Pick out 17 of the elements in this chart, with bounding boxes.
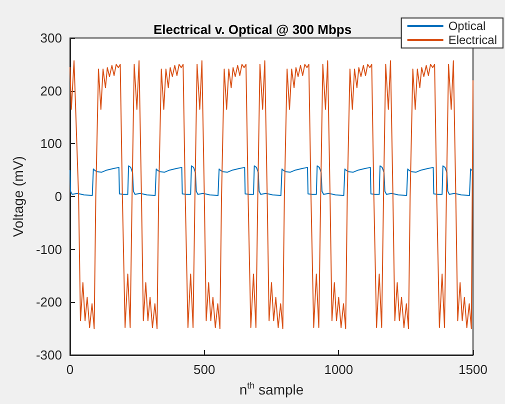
legend-label: Electrical — [448, 33, 498, 47]
y-tick-label: 200 — [40, 83, 62, 98]
y-tick-label: -200 — [36, 294, 62, 310]
line-series — [70, 165, 474, 196]
y-tick-label: 0 — [54, 189, 62, 204]
legend-label: Optical — [448, 19, 486, 33]
chart-title: Electrical v. Optical @ 300 Mbps — [153, 22, 352, 37]
line-series — [70, 60, 474, 330]
x-tick-label: 1000 — [324, 362, 354, 377]
y-tick-label: 100 — [40, 136, 62, 152]
x-tick-label: 0 — [66, 362, 74, 377]
y-axis-title: Voltage (mV) — [10, 156, 26, 237]
y-tick-label: -100 — [36, 242, 62, 257]
x-tick-label: 500 — [193, 362, 216, 377]
x-tick-label: 1500 — [458, 362, 488, 377]
y-tick-label: -300 — [36, 348, 62, 362]
y-tick-label: 300 — [40, 30, 62, 46]
